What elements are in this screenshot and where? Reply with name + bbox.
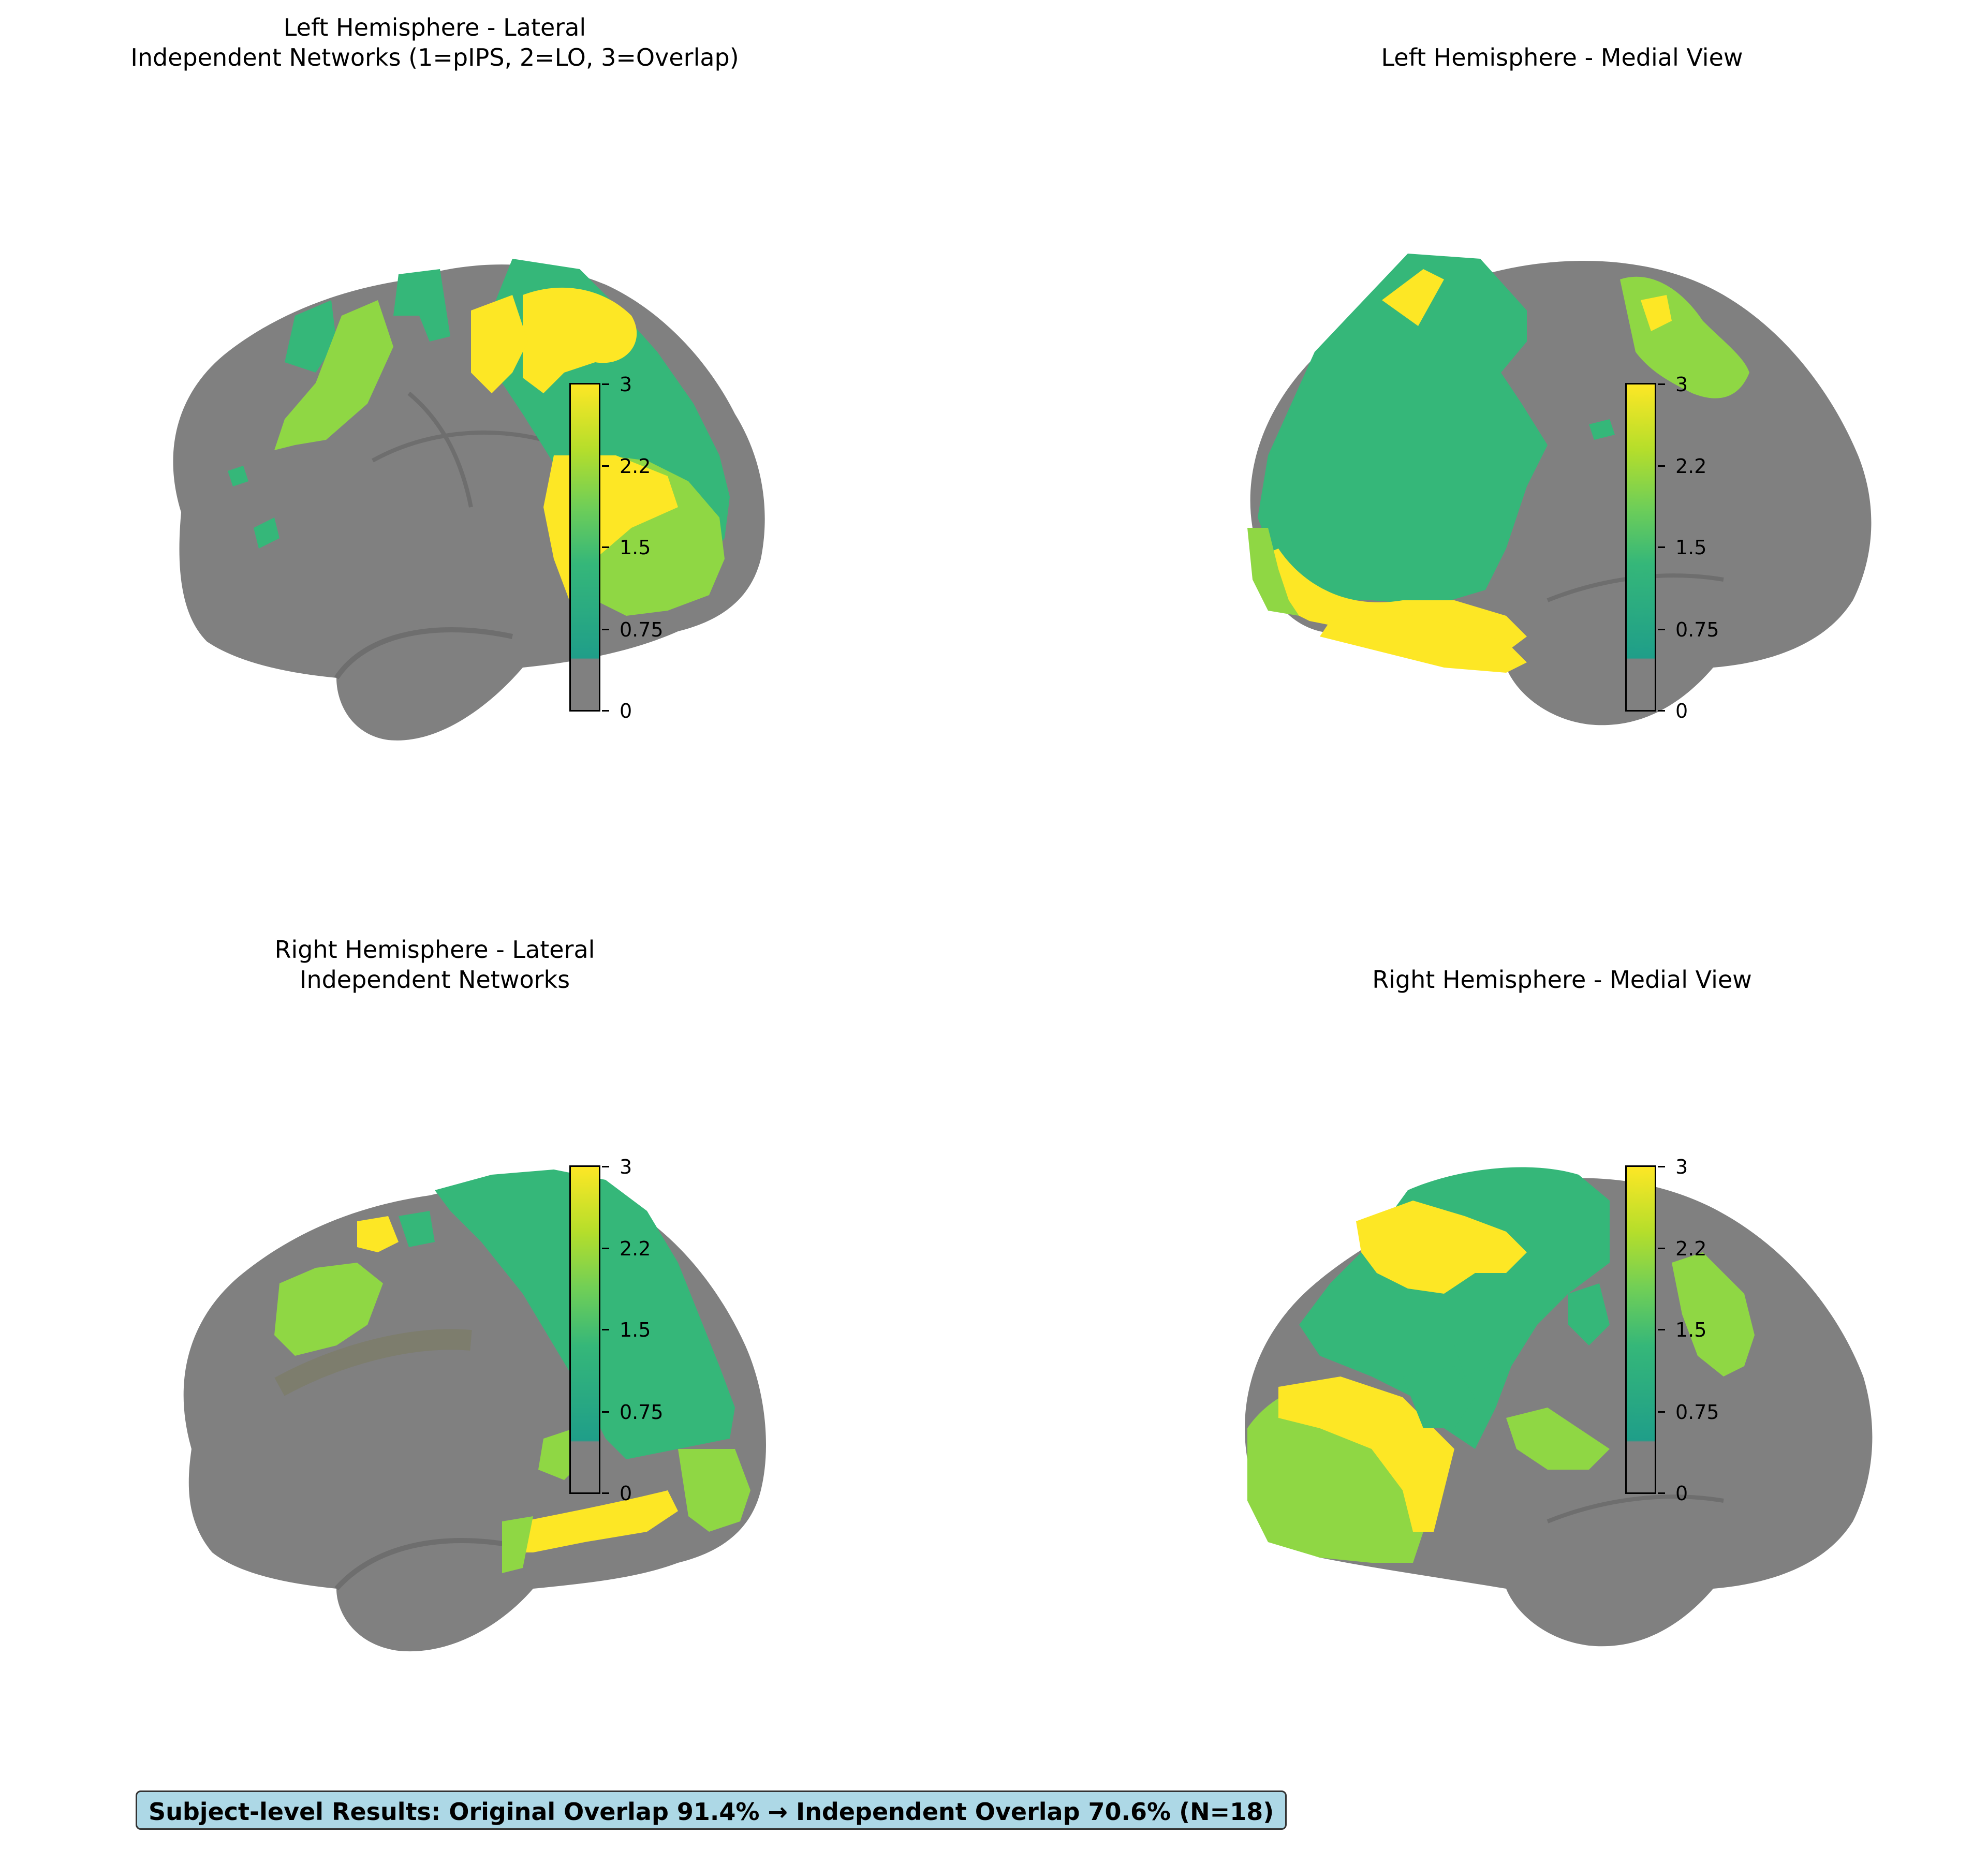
- colorbar-tick-label: 1.5: [620, 536, 651, 559]
- colorbar-tick: [1658, 1411, 1665, 1413]
- summary-text-box: Subject-level Results: Original Overlap …: [136, 1790, 1287, 1830]
- colorbar-tick: [1658, 546, 1665, 548]
- colorbar-tick: [602, 1248, 609, 1249]
- colorbar-tick-label: 0.75: [620, 618, 664, 641]
- colorbar-tick-label: 1.5: [1675, 536, 1707, 559]
- colorbar: 3 2.2 1.5 0.75 0: [569, 374, 664, 721]
- colorbar-tick: [602, 546, 609, 548]
- colorbar: 3 2.2 1.5 0.75 0: [1625, 374, 1719, 721]
- colorbar-tick-label: 0: [1675, 1482, 1688, 1505]
- colorbar-tick: [1658, 710, 1665, 712]
- colorbar-tick-label: 2.2: [1675, 1237, 1707, 1260]
- colorbar-tick-label: 0.75: [1675, 1401, 1719, 1424]
- panel-title: Right Hemisphere - Lateral Independent N…: [275, 935, 595, 995]
- colorbar: 3 2.2 1.5 0.75 0: [569, 1157, 664, 1504]
- panel-title-line1: Left Hemisphere - Lateral: [283, 13, 586, 41]
- colorbar-tick-label: 0.75: [620, 1401, 664, 1424]
- panel-title-line2: Independent Networks: [299, 966, 570, 994]
- colorbar-tick-label: 3: [620, 373, 632, 396]
- colorbar-tick-label: 0: [620, 1482, 632, 1505]
- colorbar-tick: [1658, 1166, 1665, 1167]
- panel-title-line1: Right Hemisphere - Medial View: [1372, 966, 1752, 994]
- colorbar-tick: [602, 1492, 609, 1494]
- colorbar-tick-label: 2.2: [620, 1237, 651, 1260]
- panel-title-line2: Independent Networks (1=pIPS, 2=LO, 3=Ov…: [130, 43, 739, 71]
- colorbar-tick-label: 1.5: [1675, 1319, 1707, 1341]
- colorbar-tick: [1658, 383, 1665, 385]
- brain-surface-rh-medial: [1245, 1167, 1873, 1647]
- colorbar-tick: [1658, 629, 1665, 630]
- colorbar-tick-label: 1.5: [620, 1319, 651, 1341]
- colorbar-tick: [602, 629, 609, 630]
- brain-surface-rh-lateral: [183, 1170, 766, 1652]
- colorbar-tick-label: 0: [1675, 700, 1688, 722]
- panel-title: Left Hemisphere - Medial View: [1381, 42, 1743, 72]
- colorbar-tick: [1658, 1329, 1665, 1330]
- colorbar-tick: [602, 710, 609, 712]
- colorbar-tick-label: 0.75: [1675, 618, 1719, 641]
- colorbar-tick-label: 3: [620, 1156, 632, 1178]
- colorbar-tick: [602, 1411, 609, 1413]
- colorbar-tick-label: 3: [1675, 1156, 1688, 1178]
- colorbar-tick: [602, 383, 609, 385]
- colorbar-tick: [1658, 1492, 1665, 1494]
- colorbar-tick-label: 2.2: [1675, 455, 1707, 478]
- colorbar-tick: [602, 465, 609, 467]
- colorbar-tick-label: 0: [620, 700, 632, 722]
- colorbar-tick-label: 3: [1675, 373, 1688, 396]
- panel-title: Right Hemisphere - Medial View: [1372, 965, 1752, 995]
- colorbar-tick: [602, 1329, 609, 1330]
- colorbar-tick: [1658, 1248, 1665, 1249]
- panel-title-line1: Left Hemisphere - Medial View: [1381, 43, 1743, 71]
- colorbar-tick: [602, 1166, 609, 1167]
- panel-title: Left Hemisphere - Lateral Independent Ne…: [130, 12, 739, 72]
- brain-surface-lh-lateral: [173, 259, 765, 741]
- colorbar-tick: [1658, 465, 1665, 467]
- colorbar-tick-label: 2.2: [620, 455, 651, 478]
- brain-surface-lh-medial: [1247, 254, 1872, 726]
- colorbar: 3 2.2 1.5 0.75 0: [1625, 1157, 1719, 1504]
- panel-title-line1: Right Hemisphere - Lateral: [274, 936, 595, 964]
